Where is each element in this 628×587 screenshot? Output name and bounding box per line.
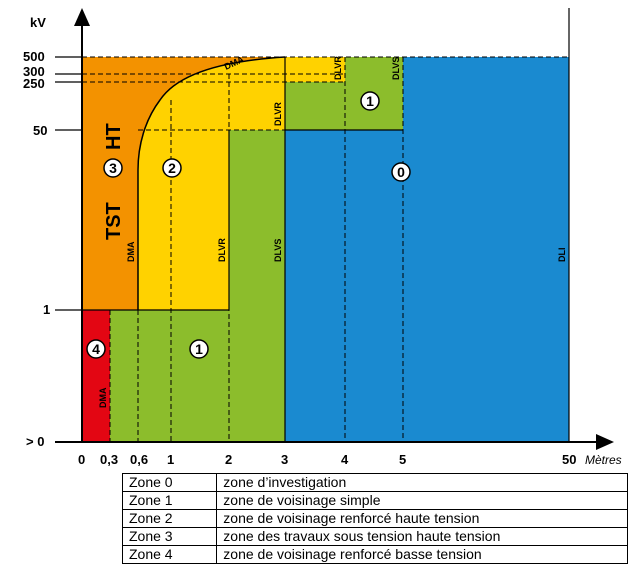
zone1-area-between — [229, 130, 285, 310]
zone1-upper-marker: 1 — [360, 91, 380, 111]
zone-legend-table: Zone 0 zone d’investigation Zone 1 zone … — [121, 473, 628, 564]
dma-low-label: DMA — [98, 387, 108, 408]
voltage-distance-zone-diagram: kV 500 300 250 50 1 > 0 0 0,3 0,6 1 2 3 … — [23, 8, 622, 467]
zone-name-cell: Zone 4 — [121, 545, 218, 564]
dlvr-mid-label: DLVR — [273, 102, 283, 126]
dli-label: DLI — [557, 248, 567, 263]
dlvr-top-label: DLVR — [333, 56, 343, 80]
zone-description-cell: zone de voisinage simple — [216, 491, 628, 510]
zone-name-cell: Zone 2 — [121, 509, 218, 528]
dlvs-low-label: DLVS — [273, 239, 283, 262]
zone3-area — [82, 57, 285, 310]
y-tick-300: 300 — [23, 64, 45, 79]
y-tick-gt0: > 0 — [26, 434, 44, 449]
x-tick-50: 50 — [562, 452, 576, 467]
y-axis-arrow — [74, 8, 90, 26]
dma-curve — [137, 56, 286, 310]
zone2-marker: 2 — [162, 158, 182, 178]
zone-description-cell: zone de voisinage renforcé basse tension — [216, 545, 628, 564]
svg-text:3: 3 — [109, 160, 117, 176]
table-row: Zone 3 zone des travaux sous tension hau… — [121, 527, 628, 546]
zone-name-cell: Zone 1 — [121, 491, 218, 510]
ht-label: HT — [103, 123, 125, 150]
zone4-marker: 4 — [86, 339, 106, 359]
svg-text:1: 1 — [366, 93, 374, 109]
y-tick-250: 250 — [23, 76, 45, 91]
table-row: Zone 4 zone de voisinage renforcé basse … — [121, 545, 628, 564]
y-tick-1: 1 — [43, 302, 50, 317]
zone-boundaries — [55, 8, 570, 442]
zone-name-cell: Zone 3 — [121, 527, 218, 546]
x-axis-unit: Mètres — [585, 453, 622, 467]
x-tick-2: 2 — [225, 452, 232, 467]
svg-text:4: 4 — [92, 341, 100, 357]
zone-description-cell: zone de voisinage renforcé haute tension — [216, 509, 628, 528]
tst-label: TST — [103, 202, 125, 240]
dlvs-top-label: DLVS — [391, 57, 401, 80]
x-tick-0-3: 0,3 — [100, 452, 118, 467]
x-tick-0: 0 — [78, 452, 85, 467]
x-axis-arrow — [596, 434, 614, 450]
zone2-area-top-right — [285, 57, 345, 82]
dlvr-low-label: DLVR — [217, 238, 227, 262]
zone-description-cell: zone des travaux sous tension haute tens… — [216, 527, 628, 546]
x-tick-5: 5 — [399, 452, 406, 467]
table-row: Zone 0 zone d’investigation — [121, 473, 628, 492]
zone-name-cell: Zone 0 — [121, 473, 218, 492]
table-row: Zone 2 zone de voisinage renforcé haute … — [121, 509, 628, 528]
y-axis-label: kV — [30, 15, 46, 30]
svg-text:1: 1 — [195, 341, 203, 357]
x-tick-4: 4 — [341, 452, 349, 467]
zone0-marker: 0 — [391, 162, 411, 182]
dma-mid-label: DMA — [126, 241, 136, 262]
svg-text:0: 0 — [397, 164, 405, 180]
x-tick-3: 3 — [281, 452, 288, 467]
svg-text:2: 2 — [168, 160, 176, 176]
y-tick-50: 50 — [33, 123, 47, 138]
zone-description-cell: zone d’investigation — [216, 473, 628, 492]
x-tick-1: 1 — [167, 452, 174, 467]
y-tick-500: 500 — [23, 49, 45, 64]
zone4-area — [82, 310, 110, 442]
x-tick-0-6: 0,6 — [130, 452, 148, 467]
zone1-lower-marker: 1 — [189, 339, 209, 359]
table-row: Zone 1 zone de voisinage simple — [121, 491, 628, 510]
zone3-marker: 3 — [103, 158, 123, 178]
